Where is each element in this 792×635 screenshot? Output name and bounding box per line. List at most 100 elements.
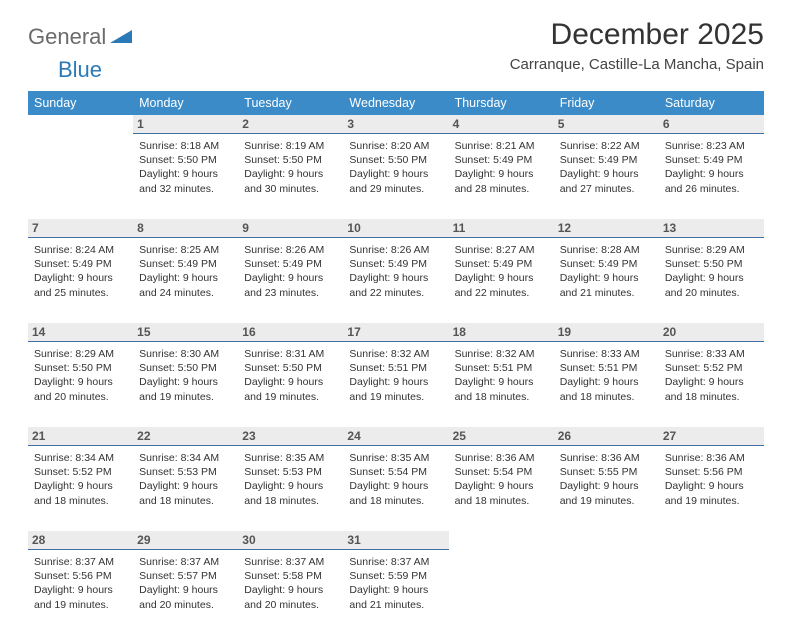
calendar-cell: 18Sunrise: 8:32 AMSunset: 5:51 PMDayligh… xyxy=(449,323,554,427)
day-info: Sunrise: 8:19 AMSunset: 5:50 PMDaylight:… xyxy=(242,137,339,196)
day-content: Sunrise: 8:33 AMSunset: 5:52 PMDaylight:… xyxy=(659,341,764,427)
day-number: 5 xyxy=(554,115,659,133)
day-content: Sunrise: 8:29 AMSunset: 5:50 PMDaylight:… xyxy=(659,237,764,323)
day-info: Sunrise: 8:29 AMSunset: 5:50 PMDaylight:… xyxy=(32,345,129,404)
day-content: Sunrise: 8:26 AMSunset: 5:49 PMDaylight:… xyxy=(343,237,448,323)
calendar-cell: 16 Sunrise: 8:31 AMSunset: 5:50 PMDayligh… xyxy=(238,323,343,427)
day-info: Sunrise: 8:30 AMSunset: 5:50 PMDaylight:… xyxy=(137,345,234,404)
day-content: Sunrise: 8:21 AMSunset: 5:49 PMDaylight:… xyxy=(449,133,554,219)
day-number: 20 xyxy=(659,323,764,341)
title-block: December 2025 Carranque, Castille-La Man… xyxy=(510,18,764,73)
empty-cell xyxy=(28,115,133,201)
calendar-week: 1Sunrise: 8:18 AMSunset: 5:50 PMDaylight… xyxy=(28,115,764,219)
calendar-cell: 24 Sunrise: 8:35 AMSunset: 5:54 PMDayligh… xyxy=(343,427,448,531)
day-number: 14 xyxy=(28,323,133,341)
calendar-cell: 28Sunrise: 8:37 AMSunset: 5:56 PMDayligh… xyxy=(28,531,133,635)
day-info: Sunrise: 8:36 AMSunset: 5:54 PMDaylight:… xyxy=(453,449,550,508)
day-content: Sunrise: 8:33 AMSunset: 5:51 PMDaylight:… xyxy=(554,341,659,427)
day-number: 16 xyxy=(238,323,343,341)
day-content: Sunrise: 8:37 AMSunset: 5:58 PMDaylight:… xyxy=(238,549,343,635)
day-content: Sunrise: 8:22 AMSunset: 5:49 PMDaylight:… xyxy=(554,133,659,219)
day-info: Sunrise: 8:36 AMSunset: 5:56 PMDaylight:… xyxy=(663,449,760,508)
day-info: Sunrise: 8:26 AMSunset: 5:49 PMDaylight:… xyxy=(347,241,444,300)
calendar-week: 21 Sunrise: 8:34 AMSunset: 5:52 PMDayligh… xyxy=(28,427,764,531)
calendar-cell: 15Sunrise: 8:30 AMSunset: 5:50 PMDayligh… xyxy=(133,323,238,427)
day-content: Sunrise: 8:23 AMSunset: 5:49 PMDaylight:… xyxy=(659,133,764,219)
calendar-cell: 23 Sunrise: 8:35 AMSunset: 5:53 PMDayligh… xyxy=(238,427,343,531)
day-number: 18 xyxy=(449,323,554,341)
day-number: 24 xyxy=(343,427,448,445)
day-info: Sunrise: 8:24 AMSunset: 5:49 PMDaylight:… xyxy=(32,241,129,300)
day-info: Sunrise: 8:37 AMSunset: 5:59 PMDaylight:… xyxy=(347,553,444,612)
day-number: 6 xyxy=(659,115,764,133)
calendar-cell xyxy=(449,531,554,635)
day-content: Sunrise: 8:36 AMSunset: 5:55 PMDaylight:… xyxy=(554,445,659,531)
day-header: Monday xyxy=(133,91,238,115)
calendar-cell: 19Sunrise: 8:33 AMSunset: 5:51 PMDayligh… xyxy=(554,323,659,427)
location-subtitle: Carranque, Castille-La Mancha, Spain xyxy=(510,56,764,73)
day-content: Sunrise: 8:30 AMSunset: 5:50 PMDaylight:… xyxy=(133,341,238,427)
logo: General xyxy=(28,24,134,50)
calendar-cell: 30Sunrise: 8:37 AMSunset: 5:58 PMDayligh… xyxy=(238,531,343,635)
calendar-cell: 17 Sunrise: 8:32 AMSunset: 5:51 PMDayligh… xyxy=(343,323,448,427)
calendar-cell: 14 Sunrise: 8:29 AMSunset: 5:50 PMDayligh… xyxy=(28,323,133,427)
day-content: Sunrise: 8:18 AMSunset: 5:50 PMDaylight:… xyxy=(133,133,238,219)
day-content: Sunrise: 8:36 AMSunset: 5:54 PMDaylight:… xyxy=(449,445,554,531)
empty-cell xyxy=(449,531,554,617)
day-info: Sunrise: 8:31 AMSunset: 5:50 PMDaylight:… xyxy=(242,345,339,404)
calendar-cell xyxy=(659,531,764,635)
day-content: Sunrise: 8:35 AMSunset: 5:53 PMDaylight:… xyxy=(238,445,343,531)
day-info: Sunrise: 8:20 AMSunset: 5:50 PMDaylight:… xyxy=(347,137,444,196)
logo-text-blue: Blue xyxy=(58,57,102,82)
day-number: 26 xyxy=(554,427,659,445)
calendar-cell: 13Sunrise: 8:29 AMSunset: 5:50 PMDayligh… xyxy=(659,219,764,323)
day-content: Sunrise: 8:37 AMSunset: 5:56 PMDaylight:… xyxy=(28,549,133,635)
day-content: Sunrise: 8:35 AMSunset: 5:54 PMDaylight:… xyxy=(343,445,448,531)
day-number: 27 xyxy=(659,427,764,445)
page-title: December 2025 xyxy=(510,18,764,52)
day-number: 8 xyxy=(133,219,238,237)
day-number: 7 xyxy=(28,219,133,237)
day-info: Sunrise: 8:22 AMSunset: 5:49 PMDaylight:… xyxy=(558,137,655,196)
day-content: Sunrise: 8:37 AMSunset: 5:59 PMDaylight:… xyxy=(343,549,448,635)
calendar-week: 14 Sunrise: 8:29 AMSunset: 5:50 PMDayligh… xyxy=(28,323,764,427)
day-content: Sunrise: 8:31 AMSunset: 5:50 PMDaylight:… xyxy=(238,341,343,427)
day-content: Sunrise: 8:20 AMSunset: 5:50 PMDaylight:… xyxy=(343,133,448,219)
day-info: Sunrise: 8:23 AMSunset: 5:49 PMDaylight:… xyxy=(663,137,760,196)
day-content: Sunrise: 8:29 AMSunset: 5:50 PMDaylight:… xyxy=(28,341,133,427)
calendar-cell: 21 Sunrise: 8:34 AMSunset: 5:52 PMDayligh… xyxy=(28,427,133,531)
day-content: Sunrise: 8:26 AMSunset: 5:49 PMDaylight:… xyxy=(238,237,343,323)
day-info: Sunrise: 8:34 AMSunset: 5:53 PMDaylight:… xyxy=(137,449,234,508)
day-number: 25 xyxy=(449,427,554,445)
calendar-cell: 1Sunrise: 8:18 AMSunset: 5:50 PMDaylight… xyxy=(133,115,238,219)
day-info: Sunrise: 8:26 AMSunset: 5:49 PMDaylight:… xyxy=(242,241,339,300)
day-content: Sunrise: 8:27 AMSunset: 5:49 PMDaylight:… xyxy=(449,237,554,323)
day-header: Saturday xyxy=(659,91,764,115)
calendar-cell: 7 Sunrise: 8:24 AMSunset: 5:49 PMDaylight… xyxy=(28,219,133,323)
day-number: 11 xyxy=(449,219,554,237)
day-number: 29 xyxy=(133,531,238,549)
day-number: 17 xyxy=(343,323,448,341)
day-info: Sunrise: 8:35 AMSunset: 5:53 PMDaylight:… xyxy=(242,449,339,508)
day-info: Sunrise: 8:34 AMSunset: 5:52 PMDaylight:… xyxy=(32,449,129,508)
calendar-cell: 12Sunrise: 8:28 AMSunset: 5:49 PMDayligh… xyxy=(554,219,659,323)
day-info: Sunrise: 8:32 AMSunset: 5:51 PMDaylight:… xyxy=(347,345,444,404)
day-number: 9 xyxy=(238,219,343,237)
calendar-cell: 8Sunrise: 8:25 AMSunset: 5:49 PMDaylight… xyxy=(133,219,238,323)
calendar-cell: 6 Sunrise: 8:23 AMSunset: 5:49 PMDaylight… xyxy=(659,115,764,219)
day-number: 21 xyxy=(28,427,133,445)
day-info: Sunrise: 8:37 AMSunset: 5:56 PMDaylight:… xyxy=(32,553,129,612)
day-content: Sunrise: 8:34 AMSunset: 5:53 PMDaylight:… xyxy=(133,445,238,531)
calendar-cell: 29Sunrise: 8:37 AMSunset: 5:57 PMDayligh… xyxy=(133,531,238,635)
calendar-cell: 20Sunrise: 8:33 AMSunset: 5:52 PMDayligh… xyxy=(659,323,764,427)
day-info: Sunrise: 8:36 AMSunset: 5:55 PMDaylight:… xyxy=(558,449,655,508)
day-content: Sunrise: 8:34 AMSunset: 5:52 PMDaylight:… xyxy=(28,445,133,531)
day-number: 22 xyxy=(133,427,238,445)
day-number: 4 xyxy=(449,115,554,133)
day-info: Sunrise: 8:29 AMSunset: 5:50 PMDaylight:… xyxy=(663,241,760,300)
day-number: 19 xyxy=(554,323,659,341)
day-number: 23 xyxy=(238,427,343,445)
day-info: Sunrise: 8:35 AMSunset: 5:54 PMDaylight:… xyxy=(347,449,444,508)
day-content: Sunrise: 8:32 AMSunset: 5:51 PMDaylight:… xyxy=(343,341,448,427)
calendar-cell: 4Sunrise: 8:21 AMSunset: 5:49 PMDaylight… xyxy=(449,115,554,219)
